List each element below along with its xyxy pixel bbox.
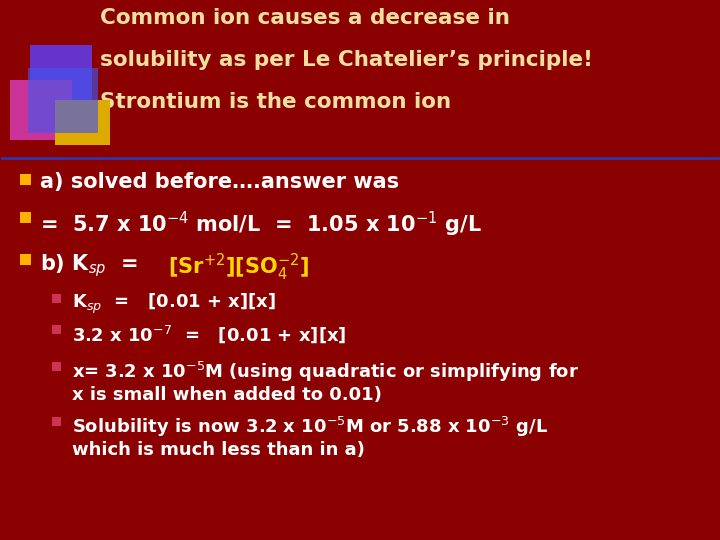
Text: Solubility is now 3.2 x 10$^{-5}$M or 5.88 x 10$^{-3}$ g/L: Solubility is now 3.2 x 10$^{-5}$M or 5.…	[72, 415, 548, 439]
Text: solubility as per Le Chatelier’s principle!: solubility as per Le Chatelier’s princip…	[100, 50, 593, 70]
Bar	[52, 417, 61, 426]
Text: which is much less than in a): which is much less than in a)	[72, 441, 365, 459]
Bar	[20, 174, 31, 185]
Bar	[52, 362, 61, 371]
Text: K$_{sp}$  =   [0.01 + x][x]: K$_{sp}$ = [0.01 + x][x]	[72, 292, 276, 316]
Text: a) solved before….answer was: a) solved before….answer was	[40, 172, 399, 192]
Bar	[20, 212, 31, 223]
Bar	[52, 294, 61, 303]
Bar	[52, 325, 61, 334]
Text: [Sr$^{+2}$][SO$_4^{-2}$]: [Sr$^{+2}$][SO$_4^{-2}$]	[168, 252, 309, 283]
Bar	[28, 68, 98, 133]
Text: x is small when added to 0.01): x is small when added to 0.01)	[72, 386, 382, 404]
Text: Common ion causes a decrease in: Common ion causes a decrease in	[100, 8, 510, 28]
Text: =  5.7 x 10$^{-4}$ mol/L  =  1.05 x 10$^{-1}$ g/L: = 5.7 x 10$^{-4}$ mol/L = 1.05 x 10$^{-1…	[40, 210, 482, 239]
Text: x= 3.2 x 10$^{-5}$M (using quadratic or simplifying for: x= 3.2 x 10$^{-5}$M (using quadratic or …	[72, 360, 579, 384]
Bar	[55, 100, 110, 145]
Text: Strontium is the common ion: Strontium is the common ion	[100, 92, 451, 112]
Text: b) K$_{sp}$  =: b) K$_{sp}$ =	[40, 252, 147, 279]
Bar	[10, 80, 72, 140]
Bar	[20, 254, 31, 265]
Text: 3.2 x 10$^{-7}$  =   [0.01 + x][x]: 3.2 x 10$^{-7}$ = [0.01 + x][x]	[72, 323, 346, 345]
Bar	[30, 45, 92, 107]
